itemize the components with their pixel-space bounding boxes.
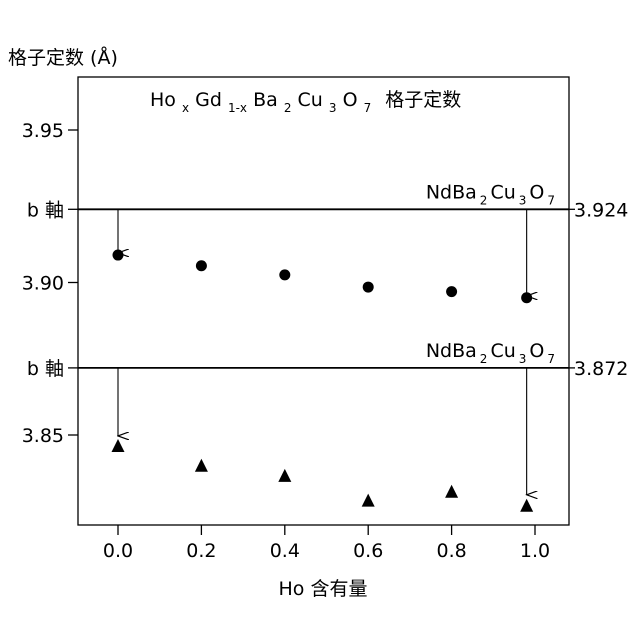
triangle-point bbox=[520, 499, 533, 512]
reference-value-label: 3.924 bbox=[574, 199, 628, 221]
chart-title: Ho x Gd 1-x Ba 2 Cu 3 O 7 格子定数 bbox=[150, 89, 461, 117]
x-tick-label: 1.0 bbox=[520, 540, 550, 562]
triangle-point bbox=[278, 469, 291, 482]
x-tick-label: 0.2 bbox=[186, 540, 216, 562]
y-tick-label: 3.90 bbox=[22, 273, 64, 295]
circle-point bbox=[521, 292, 532, 303]
circle-point bbox=[446, 286, 457, 297]
x-axis-label: Ho 含有量 bbox=[279, 578, 368, 600]
circle-point bbox=[279, 269, 290, 280]
x-tick-label: 0.6 bbox=[353, 540, 383, 562]
triangle-point bbox=[112, 439, 125, 452]
reference-axis-label: b 軸 bbox=[27, 358, 64, 380]
circle-point bbox=[363, 282, 374, 293]
x-tick-label: 0.8 bbox=[436, 540, 466, 562]
triangle-point bbox=[195, 459, 208, 472]
plot-frame bbox=[78, 77, 569, 525]
reference-compound-label: NdBa2Cu3O7 bbox=[426, 181, 555, 207]
x-tick-label: 0.4 bbox=[270, 540, 300, 562]
reference-lines: b 軸 3.924 NdBa2Cu3O7 b 軸 3.872 NdBa2Cu3O7 bbox=[27, 181, 629, 380]
x-tick-label: 0.0 bbox=[103, 540, 133, 562]
data-points bbox=[112, 250, 534, 512]
reference-compound-label: NdBa2Cu3O7 bbox=[426, 340, 555, 366]
y-axis-ticks: 3.85 3.90 3.95 bbox=[22, 120, 78, 447]
y-axis-label: 格子定数 (Å) bbox=[8, 46, 118, 69]
reference-axis-label: b 軸 bbox=[27, 199, 64, 221]
y-tick-label: 3.85 bbox=[22, 425, 64, 447]
circle-point bbox=[113, 250, 124, 261]
x-axis-ticks: 0.0 0.2 0.4 0.6 0.8 1.0 bbox=[103, 525, 550, 562]
triangle-point bbox=[445, 485, 458, 498]
triangle-point bbox=[362, 494, 375, 507]
circle-point bbox=[196, 260, 207, 271]
reference-value-label: 3.872 bbox=[574, 358, 628, 380]
y-tick-label: 3.95 bbox=[22, 120, 64, 142]
